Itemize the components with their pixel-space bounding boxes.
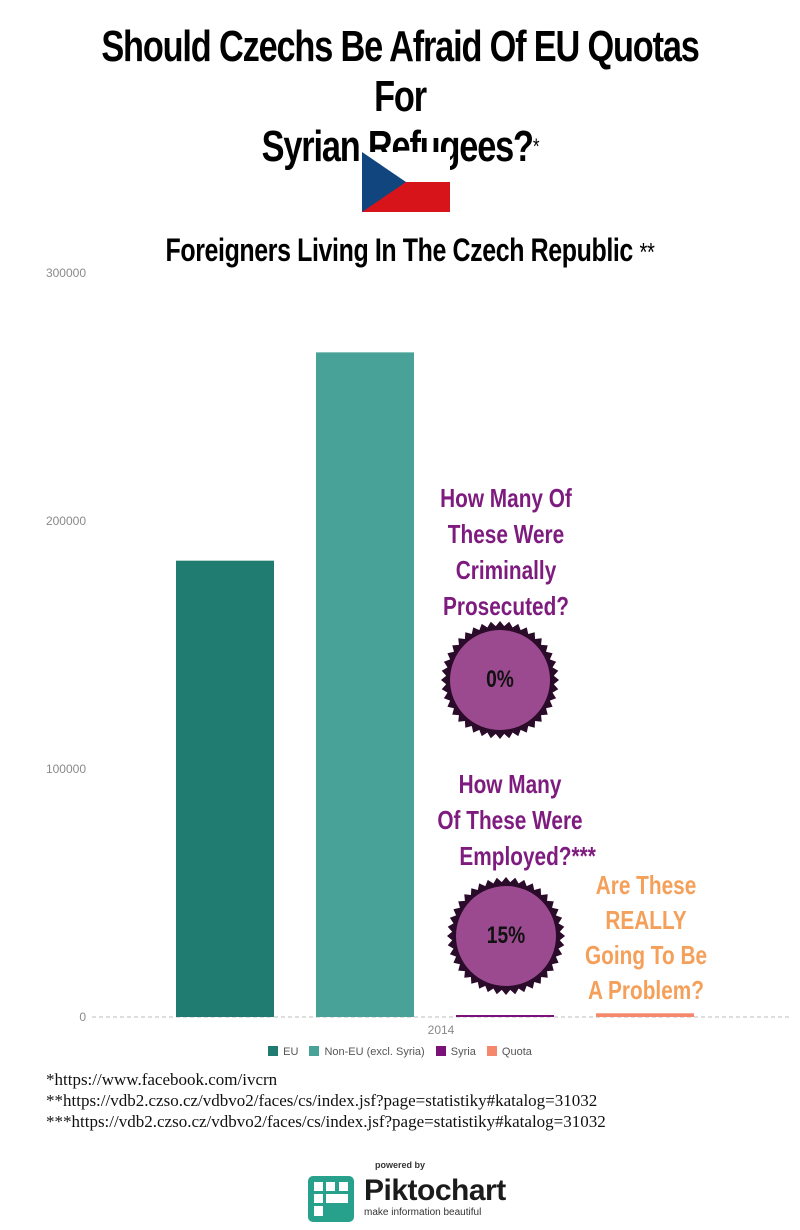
bar-quota xyxy=(596,1013,694,1017)
chart-title-text: Foreigners Living In The Czech Republic xyxy=(165,232,634,268)
seal-badge-icon xyxy=(441,621,559,739)
footnotes: *https://www.facebook.com/ivcrn **https:… xyxy=(46,1069,606,1132)
legend-label: Syria xyxy=(450,1046,476,1058)
criminal-question-line: How Many Of xyxy=(440,483,572,513)
footnote-link[interactable]: *https://www.facebook.com/ivcrn xyxy=(46,1070,278,1089)
employed-percent: 15% xyxy=(486,922,526,949)
y-tick-label: 0 xyxy=(79,1010,86,1024)
chart-legend: EU Non-EU (excl. Syria) Syria Quota xyxy=(0,1046,800,1058)
y-tick-label: 100000 xyxy=(46,762,86,776)
problem-question-line: Are These xyxy=(595,870,697,900)
y-tick-label: 300000 xyxy=(46,266,86,280)
seal-badge-icon xyxy=(447,877,565,995)
footnote-link[interactable]: ***https://vdb2.czso.cz/vdbvo2/faces/cs/… xyxy=(46,1112,606,1131)
legend-label: Non-EU (excl. Syria) xyxy=(324,1046,425,1058)
legend-label: EU xyxy=(283,1046,299,1058)
bar-eu xyxy=(176,560,274,1017)
criminal-question: How Many Of These Were Criminally Prosec… xyxy=(426,480,586,624)
legend-item-eu: EU xyxy=(268,1046,298,1058)
czech-flag-icon xyxy=(362,152,450,212)
problem-question-line: Going To Be xyxy=(584,940,708,970)
chart-title: Foreigners Living In The Czech Republic … xyxy=(90,230,730,272)
piktochart-name[interactable]: Piktochart xyxy=(364,1174,506,1207)
criminal-question-line: These Were xyxy=(447,519,565,549)
criminal-question-line: Prosecuted? xyxy=(443,591,569,621)
powered-by-label: powered by xyxy=(374,1160,425,1170)
title-footnote-mark: * xyxy=(532,134,540,159)
employed-question-line: Employed?*** xyxy=(459,841,596,871)
problem-question-line: REALLY xyxy=(605,905,687,935)
employed-question: How Many Of These Were Employed?*** xyxy=(422,766,598,874)
bar-non-eu-excl-syria xyxy=(316,352,414,1017)
employed-question-line: Of These Were xyxy=(437,805,583,835)
x-tick-label: 2014 xyxy=(428,1023,455,1037)
criminal-question-line: Criminally xyxy=(455,555,557,585)
footnote-link[interactable]: **https://vdb2.czso.cz/vdbvo2/faces/cs/i… xyxy=(46,1091,598,1110)
legend-item-non-eu: Non-EU (excl. Syria) xyxy=(309,1046,425,1058)
problem-question-line: A Problem? xyxy=(588,975,704,1005)
problem-question: Are These REALLY Going To Be A Problem? xyxy=(574,868,718,1008)
legend-label: Quota xyxy=(501,1046,532,1058)
criminal-percent: 0% xyxy=(486,666,514,693)
employed-question-line: How Many xyxy=(458,769,562,799)
piktochart-tagline: make information beautiful xyxy=(364,1207,482,1218)
chart-title-footnote-mark: ** xyxy=(639,237,655,267)
piktochart-logo-icon[interactable] xyxy=(308,1176,354,1222)
bar-syria xyxy=(456,1015,554,1017)
title-line-1: Should Czechs Be Afraid Of EU Quotas For xyxy=(101,22,700,121)
y-tick-label: 200000 xyxy=(46,514,86,528)
page-title: Should Czechs Be Afraid Of EU Quotas For… xyxy=(88,22,712,172)
legend-item-syria: Syria xyxy=(435,1046,476,1058)
bar-chart: 0 100000 200000 300000 2014 xyxy=(46,266,790,1037)
legend-item-quota: Quota xyxy=(486,1046,532,1058)
